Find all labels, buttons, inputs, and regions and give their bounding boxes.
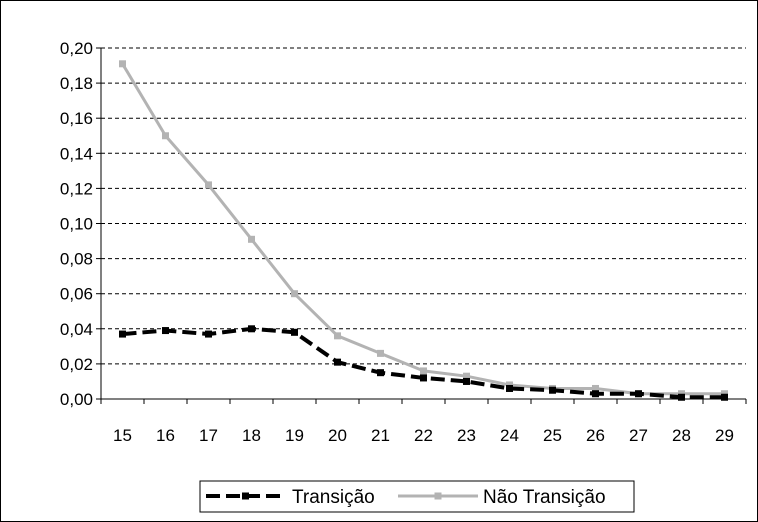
x-tick-label: 28: [672, 426, 691, 445]
data-point: [678, 393, 685, 401]
x-tick-label: 29: [715, 426, 734, 445]
data-point: [248, 235, 255, 243]
axes: [96, 47, 747, 404]
data-point: [377, 349, 384, 357]
y-tick-label: 0,06: [60, 285, 93, 304]
x-tick-label: 19: [285, 426, 304, 445]
data-point: [162, 327, 169, 335]
legend-marker-nao-transicao: [434, 492, 442, 500]
data-point: [205, 181, 212, 189]
x-tick-label: 24: [500, 426, 519, 445]
data-point: [119, 60, 126, 68]
y-tick-label: 0,02: [60, 355, 93, 374]
data-point: [420, 374, 427, 382]
x-tick-label: 25: [543, 426, 562, 445]
data-point: [592, 390, 599, 398]
data-point: [334, 358, 341, 366]
y-tick-label: 0,20: [60, 39, 93, 58]
y-tick-label: 0,16: [60, 109, 93, 128]
series: [119, 60, 728, 401]
gridlines: [101, 47, 746, 365]
x-tick-label: 22: [414, 426, 433, 445]
y-tick-label: 0,08: [60, 250, 93, 269]
y-tick-labels: 0,00 0,02 0,04 0,06 0,08 0,10 0,12 0,14 0,16 0,18…: [60, 39, 93, 409]
data-point: [334, 332, 341, 340]
legend-entry-nao-transicao: Não Transição: [398, 487, 606, 508]
data-point: [721, 393, 728, 401]
data-point: [592, 384, 599, 392]
data-point: [119, 330, 126, 338]
y-tick-label: 0,00: [60, 390, 93, 409]
data-point: [721, 390, 728, 398]
data-point: [162, 132, 169, 140]
data-point: [463, 372, 470, 380]
legend-label-nao-transicao: Não Transição: [483, 487, 606, 508]
x-tick-label: 21: [371, 426, 390, 445]
data-point: [678, 390, 685, 398]
x-tick-label: 27: [629, 426, 648, 445]
data-point: [549, 386, 556, 394]
data-point: [291, 290, 298, 298]
x-tick-label: 23: [457, 426, 476, 445]
legend-entry-transicao: Transição: [206, 487, 375, 508]
data-point: [635, 390, 642, 398]
data-point: [506, 381, 513, 389]
data-point: [248, 325, 255, 333]
x-tick-label: 17: [199, 426, 218, 445]
y-tick-label: 0,04: [60, 320, 93, 339]
x-tick-label: 20: [328, 426, 347, 445]
x-tick-label: 26: [586, 426, 605, 445]
legend: Transição Não Transição: [199, 480, 635, 513]
x-tick-label: 16: [156, 426, 175, 445]
y-tick-label: 0,12: [60, 179, 93, 198]
y-tick-label: 0,10: [60, 215, 93, 234]
y-tick-label: 0,18: [60, 74, 93, 93]
legend-marker-transicao: [242, 492, 249, 500]
x-tick-label: 15: [113, 426, 132, 445]
data-point: [291, 328, 298, 336]
data-point: [420, 367, 427, 375]
y-tick-label: 0,14: [60, 144, 93, 163]
data-point: [205, 330, 212, 338]
data-point: [377, 369, 384, 377]
x-tick-labels: 15 16 17 18 19 20 21 22 23 24 25 26 27 28 29: [113, 426, 734, 445]
data-point: [463, 377, 470, 385]
legend-label-transicao: Transição: [292, 487, 375, 508]
x-tick-label: 18: [242, 426, 261, 445]
data-point: [506, 384, 513, 392]
